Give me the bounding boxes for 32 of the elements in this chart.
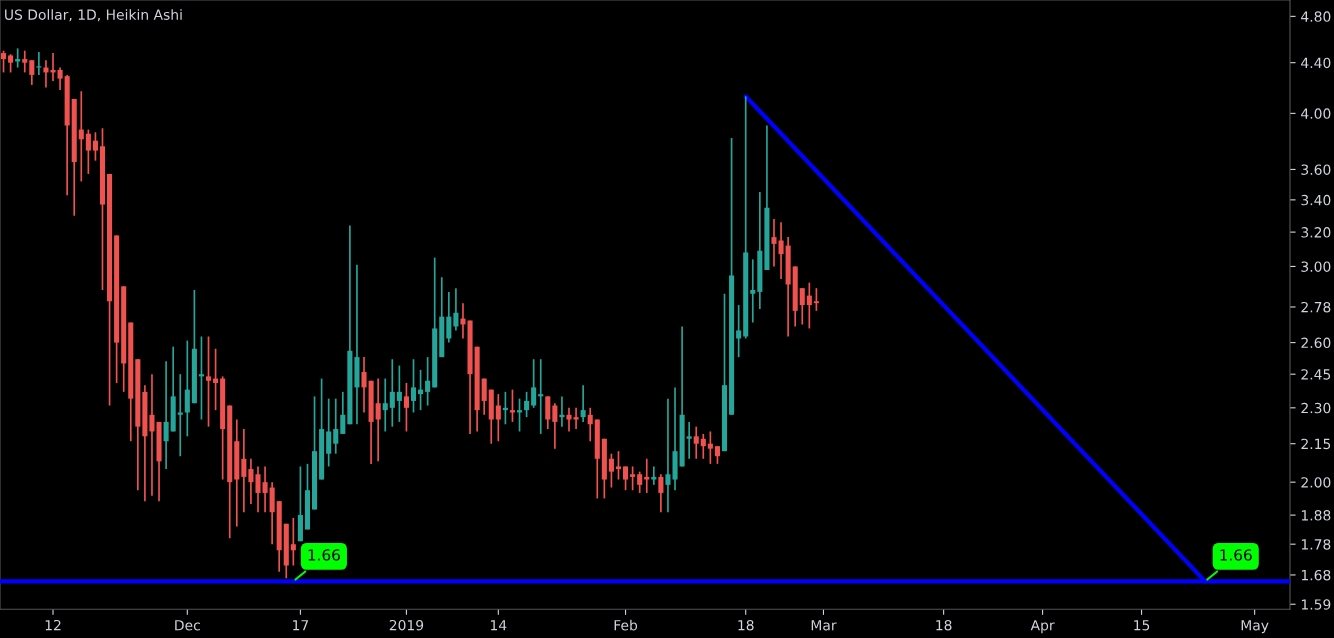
x-tick-label: Apr <box>1030 620 1055 634</box>
text: US Dollar, 1D, Heikin Ashi <box>5 9 182 22</box>
y-tick-label: 4.40 <box>1301 57 1331 69</box>
y-tick-label: 2.30 <box>1301 402 1331 414</box>
annotation: 1.66 <box>1220 549 1252 561</box>
x-tick-label: May <box>1241 620 1269 634</box>
y-tick-label: 3.40 <box>1301 194 1331 206</box>
x-tick-label: Mar <box>811 620 837 631</box>
x-tick-label: 12 <box>45 619 61 631</box>
x-tick-label: Feb <box>614 619 638 631</box>
y-tick-label: 2.15 <box>1301 438 1331 450</box>
y-tick-label: 2.45 <box>1301 369 1331 380</box>
y-tick-label: 2.60 <box>1301 337 1331 349</box>
y-tick-label: 3.00 <box>1301 261 1331 272</box>
y-tick-label: 2.00 <box>1301 477 1331 488</box>
x-tick-label: 18 <box>738 619 754 631</box>
annotation: 1.66 <box>308 549 340 561</box>
y-tick-label: 1.88 <box>1301 510 1331 521</box>
y-tick-label: 1.68 <box>1301 569 1331 581</box>
y-tick-label: 4.00 <box>1301 108 1331 119</box>
y-tick-label: 1.78 <box>1301 539 1331 550</box>
x-tick-label: Dec <box>175 620 200 631</box>
x-tick-label: 17 <box>293 620 309 631</box>
x-tick-label: 2019 <box>389 619 424 631</box>
y-tick-label: 3.20 <box>1301 227 1331 238</box>
x-tick-label: 18 <box>936 619 952 631</box>
y-tick-label: 2.78 <box>1301 301 1331 313</box>
y-tick-label: 3.60 <box>1301 164 1331 175</box>
x-tick-label: 15 <box>1134 620 1150 631</box>
x-tick-label: 14 <box>491 620 507 631</box>
y-tick-label: 4.80 <box>1301 11 1331 22</box>
y-tick-label: 1.59 <box>1301 599 1331 610</box>
